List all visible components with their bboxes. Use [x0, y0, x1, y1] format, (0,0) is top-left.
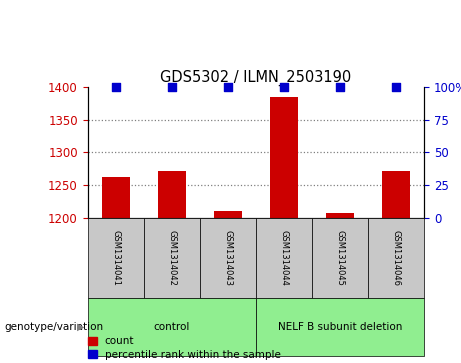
Title: GDS5302 / ILMN_2503190: GDS5302 / ILMN_2503190: [160, 70, 351, 86]
Bar: [326, 213, 354, 218]
Legend: count, percentile rank within the sample: count, percentile rank within the sample: [88, 337, 281, 360]
Text: GSM1314041: GSM1314041: [111, 230, 120, 286]
Text: GSM1314045: GSM1314045: [336, 230, 344, 286]
Text: control: control: [154, 322, 190, 332]
Bar: [214, 211, 242, 218]
Point: [280, 84, 288, 90]
Point: [112, 84, 119, 90]
Text: GSM1314046: GSM1314046: [391, 230, 401, 286]
Text: GSM1314043: GSM1314043: [223, 230, 232, 286]
Text: GSM1314042: GSM1314042: [167, 230, 176, 286]
Text: genotype/variation: genotype/variation: [5, 322, 104, 332]
Text: ▶: ▶: [77, 322, 84, 332]
Text: GSM1314044: GSM1314044: [279, 230, 289, 286]
Text: NELF B subunit deletion: NELF B subunit deletion: [278, 322, 402, 332]
Bar: [158, 171, 186, 218]
Bar: [270, 97, 298, 218]
Bar: [382, 171, 410, 218]
Point: [224, 84, 231, 90]
Bar: [101, 177, 130, 218]
Point: [336, 84, 343, 90]
Point: [168, 84, 175, 90]
Point: [392, 84, 400, 90]
